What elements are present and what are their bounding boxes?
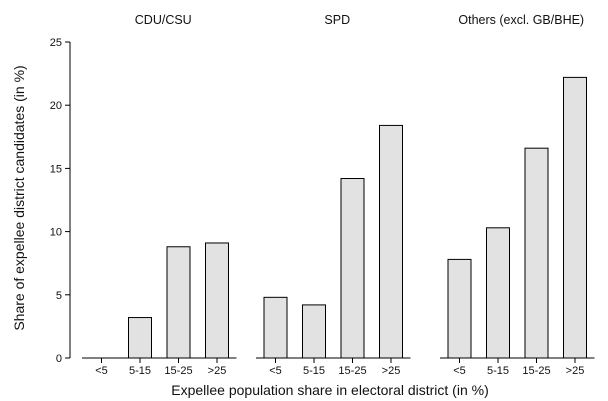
y-tick-label: 0 xyxy=(56,353,62,365)
bar xyxy=(205,242,229,359)
x-tick-label: 5-15 xyxy=(487,365,509,377)
x-tick-label: 5-15 xyxy=(129,365,151,377)
x-tick-label: 5-15 xyxy=(303,365,325,377)
bar xyxy=(128,317,152,359)
x-tick-label: 15-25 xyxy=(164,365,192,377)
x-tick-label: 15-25 xyxy=(522,365,550,377)
x-tick-label: >25 xyxy=(382,365,401,377)
y-tick-label: 20 xyxy=(50,100,62,112)
panel-title: CDU/CSU xyxy=(135,13,192,27)
y-tick-label: 15 xyxy=(50,163,62,175)
y-axis-title: Share of expellee district candidates (i… xyxy=(11,65,27,330)
x-tick-label: 15-25 xyxy=(338,365,366,377)
bar xyxy=(263,296,288,359)
x-tick-label: <5 xyxy=(269,365,282,377)
bar xyxy=(166,246,191,359)
x-tick-label: >25 xyxy=(208,365,227,377)
bars-layer xyxy=(128,76,587,359)
bar xyxy=(486,227,510,359)
panel-title: Others (excl. GB/BHE) xyxy=(458,13,584,27)
x-tick-label: <5 xyxy=(95,365,108,377)
bar xyxy=(379,124,403,359)
x-tick-label: <5 xyxy=(453,365,466,377)
axes-layer xyxy=(65,41,595,363)
y-tick-label: 25 xyxy=(50,37,62,49)
bar xyxy=(524,147,549,359)
y-tick-label: 5 xyxy=(56,290,62,302)
panel-title: SPD xyxy=(324,13,350,27)
bar xyxy=(340,178,365,359)
bar xyxy=(563,76,587,359)
bar xyxy=(302,304,326,359)
text-layer: Expellee population share in electoral d… xyxy=(11,13,584,398)
bar xyxy=(447,258,472,359)
x-axis-title: Expellee population share in electoral d… xyxy=(171,382,489,398)
y-tick-label: 10 xyxy=(50,227,62,239)
x-tick-label: >25 xyxy=(566,365,585,377)
